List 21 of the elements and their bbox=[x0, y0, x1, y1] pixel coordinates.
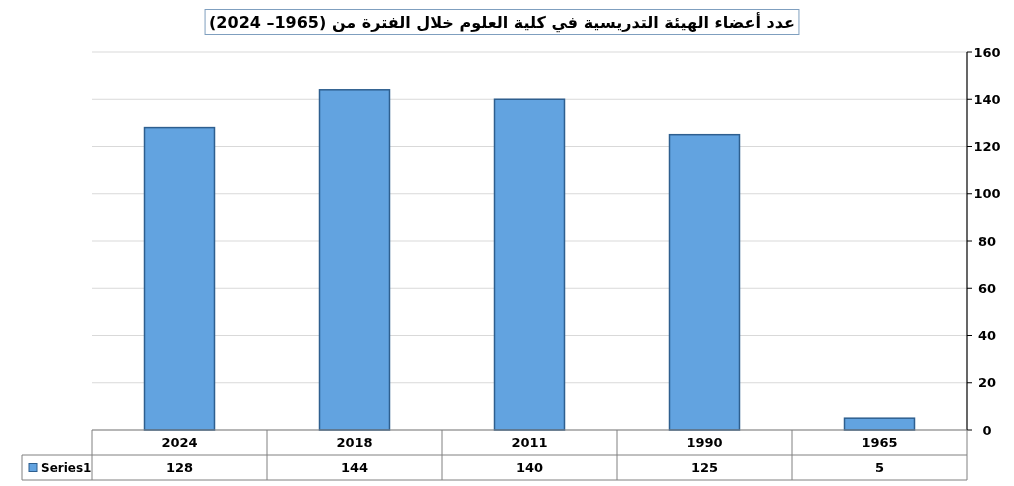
y-tick-label: 160 bbox=[973, 44, 1001, 60]
y-tick-label: 100 bbox=[973, 186, 1001, 202]
chart-title: عدد أعضاء الهيئة التدريسية في كلية العلوم خلال الفترة من (1965– 2024) bbox=[209, 11, 795, 33]
data-label: 128 bbox=[165, 460, 194, 475]
legend-label: Series1 bbox=[41, 460, 92, 475]
x-tick-label: 1965 bbox=[861, 435, 898, 450]
x-tick-label: 2024 bbox=[161, 435, 198, 450]
data-label: 140 bbox=[515, 460, 544, 475]
data-label: 5 bbox=[874, 460, 885, 475]
y-tick-label: 140 bbox=[973, 91, 1001, 107]
x-tick-label: 2018 bbox=[336, 435, 373, 450]
data-label: 144 bbox=[340, 460, 369, 475]
y-tick-label: 40 bbox=[977, 328, 997, 343]
data-label: 125 bbox=[690, 460, 719, 475]
y-tick-label: 20 bbox=[977, 375, 997, 391]
x-tick-label: 1990 bbox=[686, 435, 723, 450]
x-tick-label: 2011 bbox=[511, 435, 548, 450]
y-tick-label: 120 bbox=[973, 139, 1001, 154]
y-tick-label: 80 bbox=[977, 233, 997, 249]
y-tick-label: 0 bbox=[982, 422, 992, 438]
y-tick-label: 60 bbox=[977, 280, 997, 296]
